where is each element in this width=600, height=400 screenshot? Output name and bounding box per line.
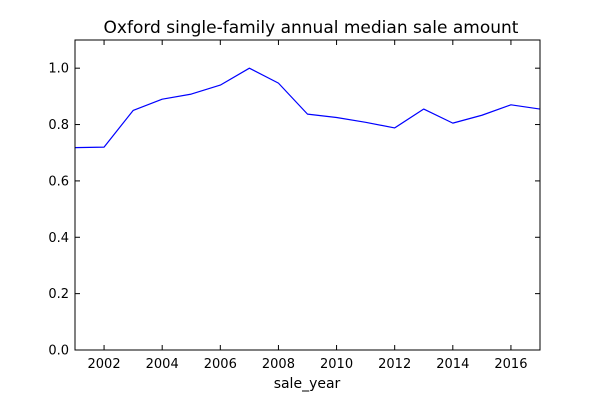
x-tick-label: 2010 bbox=[320, 357, 353, 372]
x-tick-label: 2002 bbox=[88, 357, 121, 372]
x-axis-label: sale_year bbox=[274, 376, 341, 392]
x-tick-label: 2012 bbox=[378, 357, 411, 372]
x-axis: 2002 2004 2006 2008 2010 2012 2014 2016 bbox=[88, 40, 527, 372]
series-line bbox=[74, 67, 541, 149]
y-tick-label: 0.2 bbox=[48, 287, 69, 302]
x-tick-label: 2006 bbox=[204, 357, 237, 372]
y-tick-label: 0.6 bbox=[48, 174, 69, 189]
y-tick-label: 0.8 bbox=[48, 118, 69, 133]
x-tick-label: 2016 bbox=[494, 357, 527, 372]
y-tick-label: 0.4 bbox=[48, 231, 69, 246]
plot-area-frame bbox=[74, 39, 541, 351]
x-tick-label: 2014 bbox=[436, 357, 469, 372]
x-tick-label: 2008 bbox=[262, 357, 295, 372]
chart-title: Oxford single-family annual median sale … bbox=[104, 18, 519, 38]
y-axis: 0.0 0.2 0.4 0.6 0.8 1.0 bbox=[48, 62, 540, 359]
series-layer bbox=[74, 67, 541, 149]
y-tick-label: 0.0 bbox=[48, 344, 69, 359]
x-tick-label: 2004 bbox=[146, 357, 179, 372]
y-tick-label: 1.0 bbox=[48, 62, 69, 77]
